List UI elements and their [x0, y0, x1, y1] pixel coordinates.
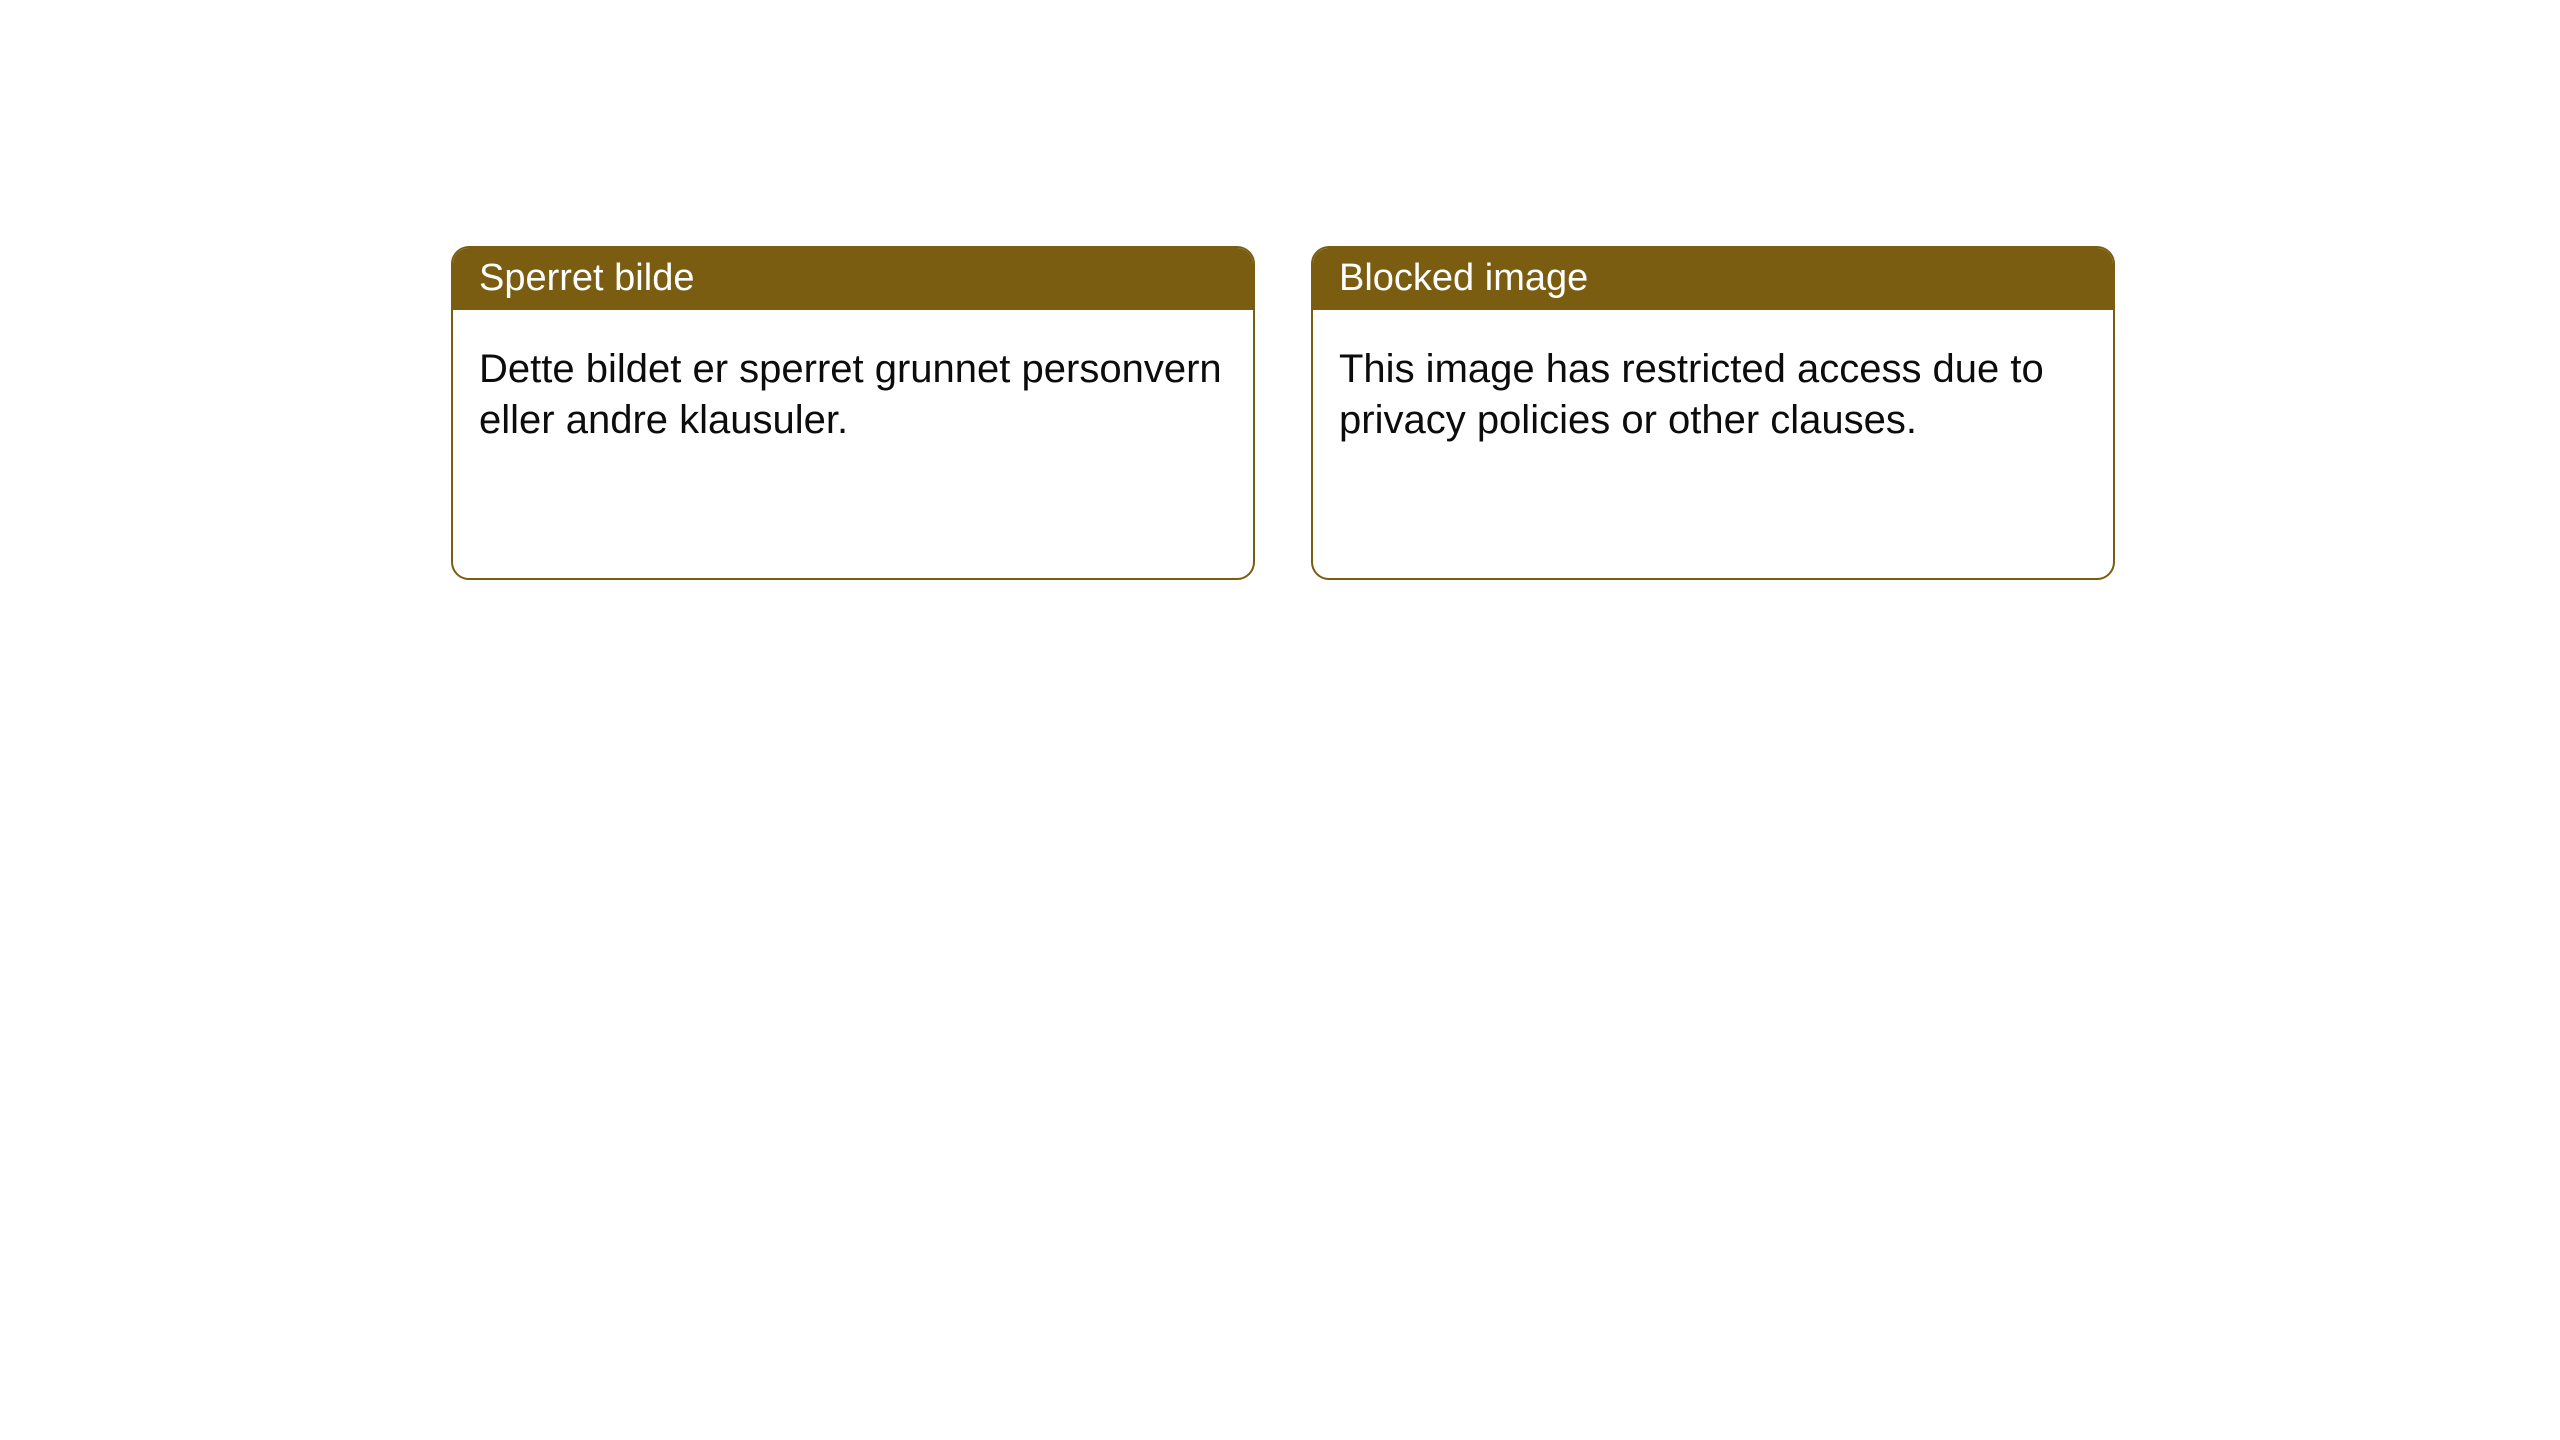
notice-box-norwegian: Sperret bilde Dette bildet er sperret gr…	[451, 246, 1255, 580]
notice-header-english: Blocked image	[1313, 248, 2113, 310]
notice-header-norwegian: Sperret bilde	[453, 248, 1253, 310]
notice-box-english: Blocked image This image has restricted …	[1311, 246, 2115, 580]
notice-body-english: This image has restricted access due to …	[1313, 310, 2113, 472]
notice-body-norwegian: Dette bildet er sperret grunnet personve…	[453, 310, 1253, 472]
notice-container: Sperret bilde Dette bildet er sperret gr…	[0, 0, 2560, 580]
